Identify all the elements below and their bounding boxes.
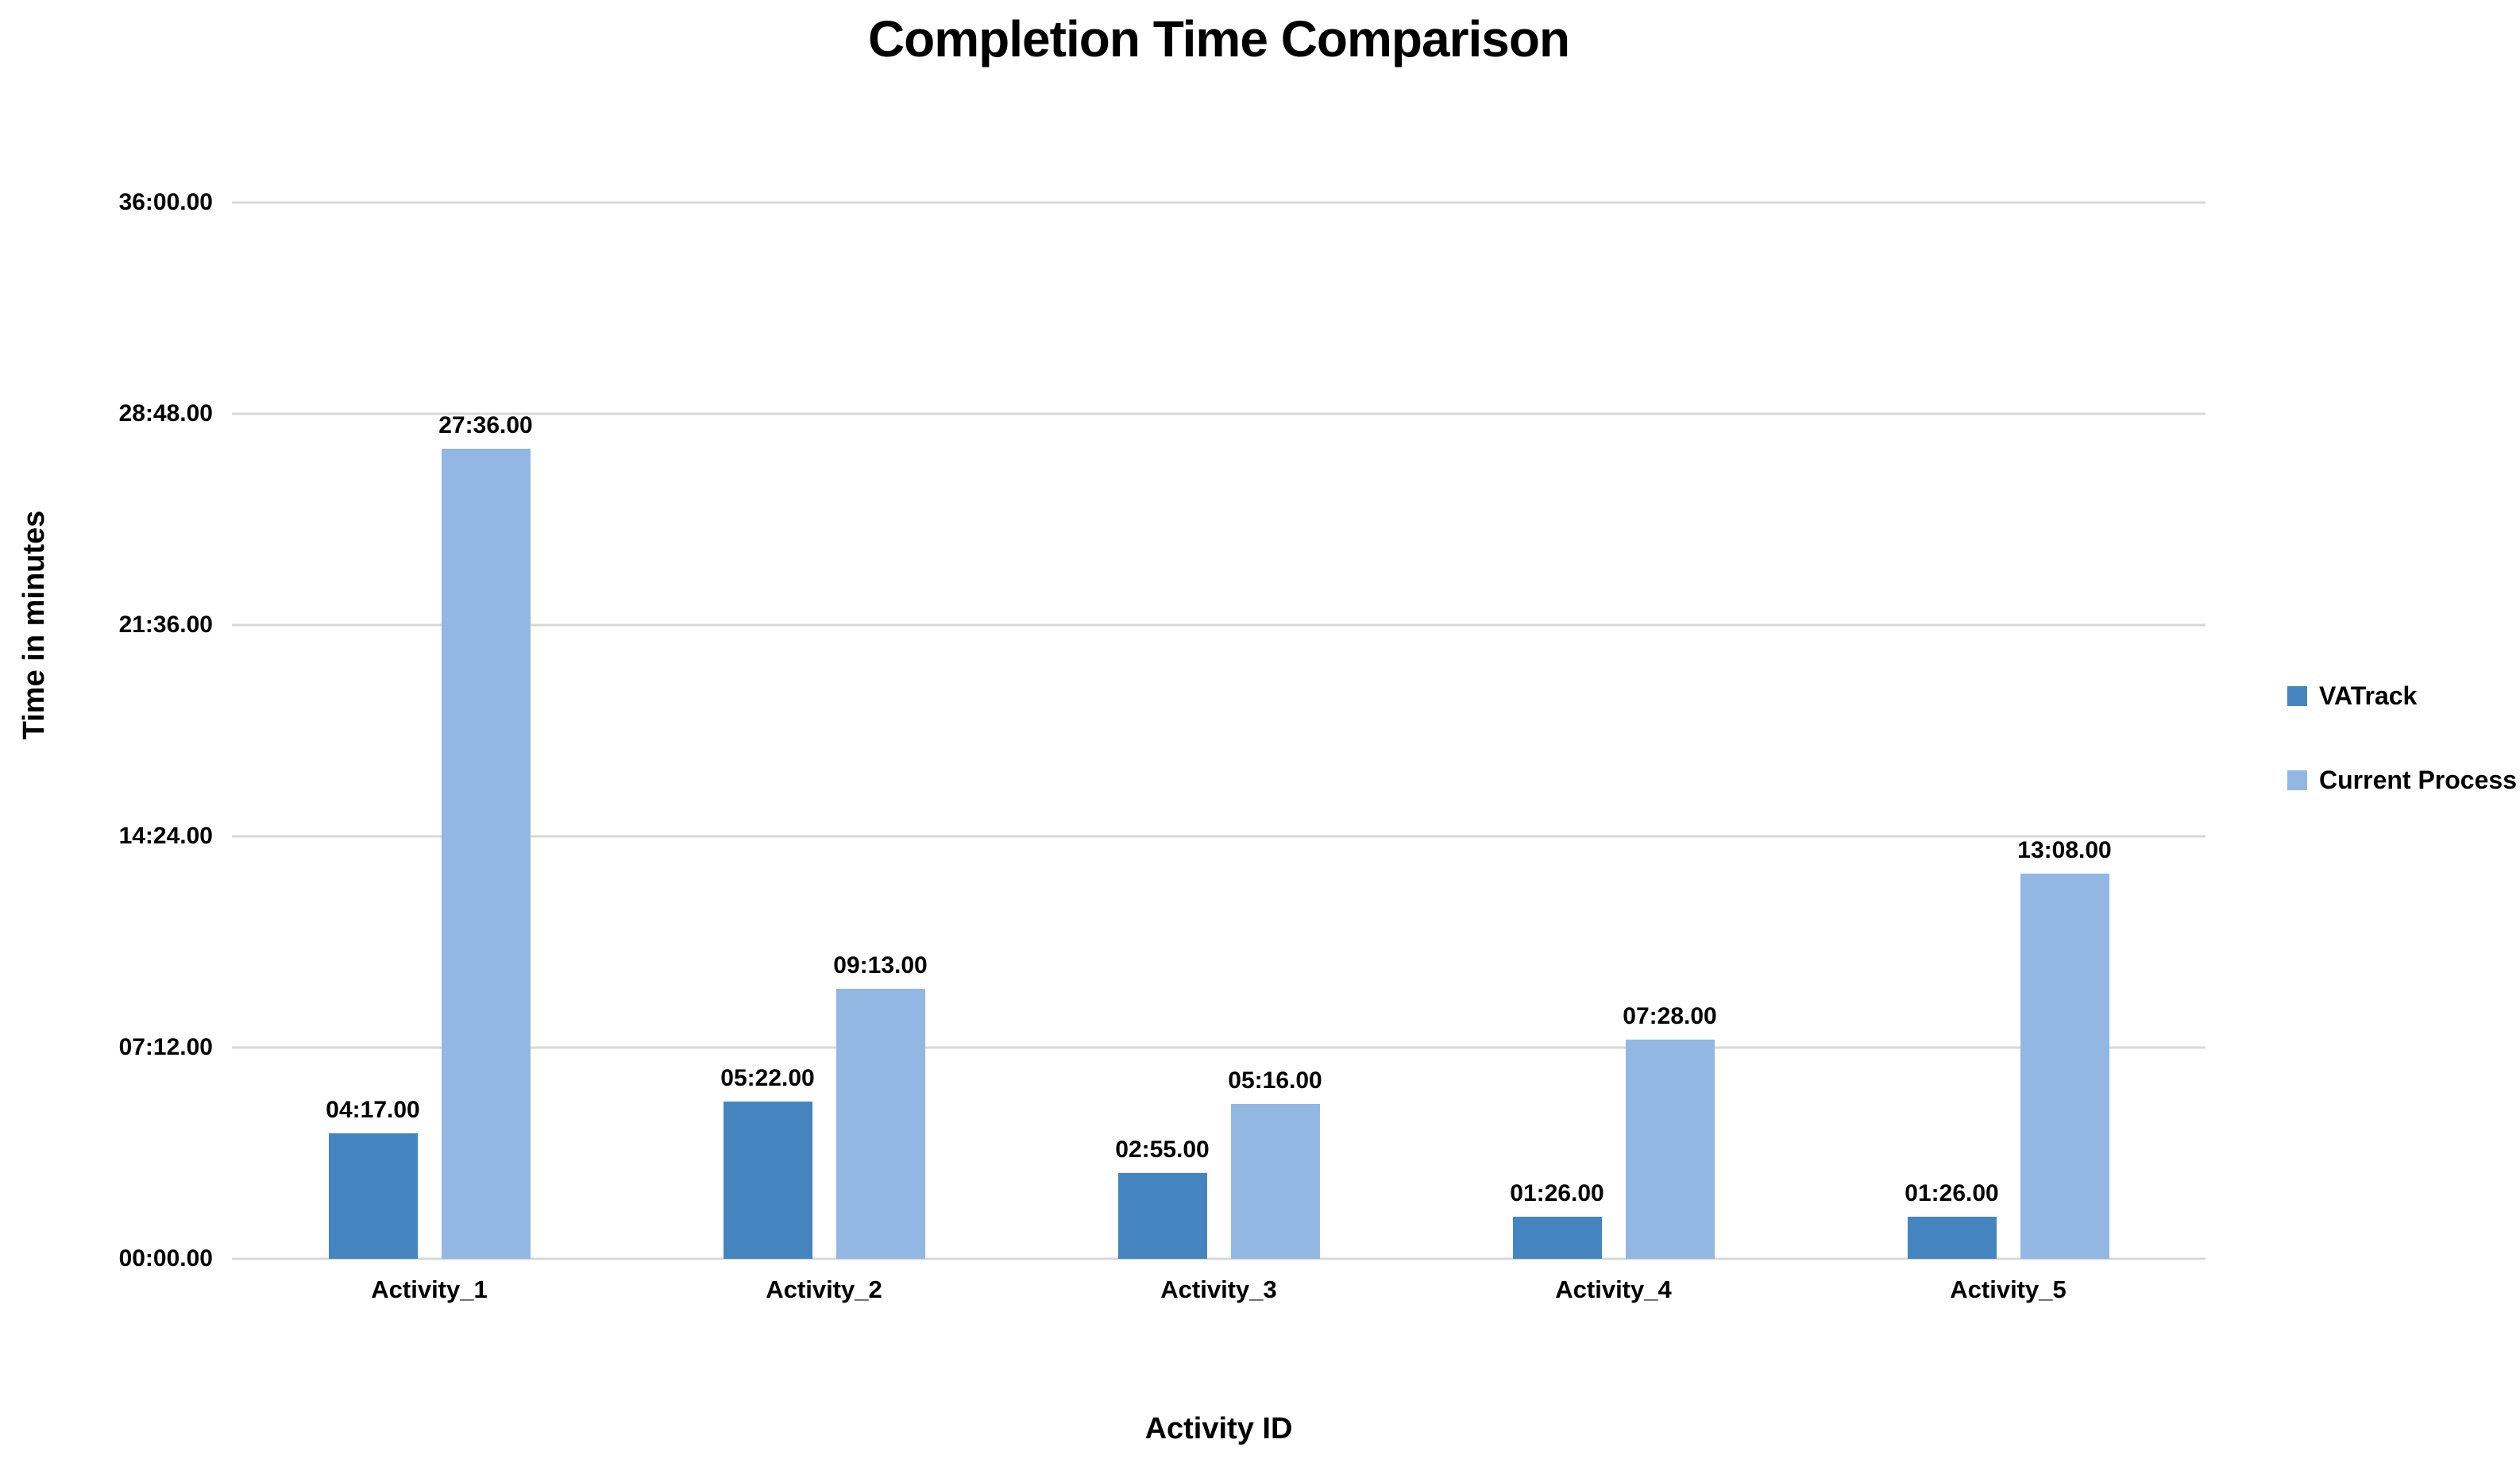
gridline bbox=[232, 623, 2205, 627]
legend-label-current-process: Current Process bbox=[2319, 765, 2517, 794]
y-tick-label: 00:00.00 bbox=[118, 1245, 213, 1272]
bar-current-process-activity_2: 09:13.00 bbox=[833, 952, 928, 1259]
x-tick-label-activity_3: Activity_3 bbox=[1160, 1275, 1277, 1303]
gridline bbox=[232, 1257, 2205, 1260]
legend-label-vatrack: VATrack bbox=[2319, 681, 2418, 710]
bar-current-process-activity_1: 27:36.00 bbox=[438, 412, 533, 1259]
gridline bbox=[232, 412, 2205, 415]
x-tick-label-activity_2: Activity_2 bbox=[766, 1275, 882, 1303]
bar-vatrack-activity_2: 05:22.00 bbox=[720, 1065, 815, 1259]
x-tick-label-activity_1: Activity_1 bbox=[371, 1275, 488, 1303]
bar-current-process-activity_3: 05:16.00 bbox=[1228, 1067, 1322, 1259]
legend: VATrack Current Process bbox=[2287, 677, 2517, 846]
bar-value-label: 02:55.00 bbox=[1115, 1136, 1210, 1163]
x-axis-title: Activity ID bbox=[1144, 1412, 1293, 1445]
legend-swatch-current-process bbox=[2287, 770, 2307, 790]
chart-title: Completion Time Comparison bbox=[867, 10, 1570, 68]
bar-vatrack-activity_5: 01:26.00 bbox=[1904, 1180, 1999, 1259]
bar-group-activity_3: 02:55.00 05:16.00 bbox=[1021, 203, 1416, 1259]
bar-value-label: 27:36.00 bbox=[438, 412, 533, 439]
bar-value-label: 05:16.00 bbox=[1228, 1067, 1322, 1094]
plot-area: 04:17.00 27:36.00 05:22.00 09:13.00 02:55.00… bbox=[232, 201, 2205, 1260]
y-tick-label: 36:00.00 bbox=[118, 189, 213, 215]
bar-current-process-activity_5: 13:08.00 bbox=[2017, 837, 2112, 1259]
bar-group-activity_4: 01:26.00 07:28.00 bbox=[1416, 203, 1811, 1259]
x-tick-label-activity_5: Activity_5 bbox=[1950, 1275, 2067, 1303]
bar-value-label: 13:08.00 bbox=[2017, 836, 2112, 863]
gridline bbox=[232, 201, 2205, 204]
y-axis-tick-labels: 36:00.00 28:48.00 21:36.00 14:24.00 07:12.00… bbox=[0, 189, 213, 1272]
legend-item-vatrack: VATrack bbox=[2287, 677, 2517, 714]
bar-vatrack-activity_1: 04:17.00 bbox=[326, 1097, 420, 1259]
y-tick-label: 28:48.00 bbox=[118, 400, 213, 426]
bar-group-activity_1: 04:17.00 27:36.00 bbox=[232, 203, 627, 1259]
bar-current-process-activity_4: 07:28.00 bbox=[1623, 1003, 1717, 1259]
gridline bbox=[232, 835, 2205, 838]
bar-vatrack-activity_4: 01:26.00 bbox=[1510, 1180, 1604, 1259]
y-tick-label: 07:12.00 bbox=[118, 1034, 213, 1060]
x-axis-category-labels: Activity_1 Activity_2 Activity_3 Activity_4… bbox=[232, 1275, 2205, 1304]
legend-item-current-process: Current Process bbox=[2287, 762, 2517, 798]
x-tick-label-activity_4: Activity_4 bbox=[1555, 1275, 1672, 1303]
bar-group-activity_5: 01:26.00 13:08.00 bbox=[1811, 203, 2205, 1259]
y-tick-label: 14:24.00 bbox=[118, 823, 213, 849]
bar-value-label: 04:17.00 bbox=[326, 1096, 420, 1123]
bar-vatrack-activity_3: 02:55.00 bbox=[1115, 1136, 1210, 1259]
gridline bbox=[232, 1046, 2205, 1049]
bar-value-label: 01:26.00 bbox=[1510, 1180, 1604, 1207]
legend-swatch-vatrack bbox=[2287, 685, 2307, 706]
bar-groups: 04:17.00 27:36.00 05:22.00 09:13.00 02:55.00… bbox=[232, 203, 2205, 1259]
bar-value-label: 01:26.00 bbox=[1904, 1180, 1999, 1207]
bar-value-label: 09:13.00 bbox=[833, 951, 928, 978]
bar-value-label: 07:28.00 bbox=[1623, 1003, 1717, 1030]
y-tick-label: 21:36.00 bbox=[118, 612, 213, 638]
bar-value-label: 05:22.00 bbox=[720, 1064, 815, 1091]
bar-group-activity_2: 05:22.00 09:13.00 bbox=[627, 203, 1021, 1259]
